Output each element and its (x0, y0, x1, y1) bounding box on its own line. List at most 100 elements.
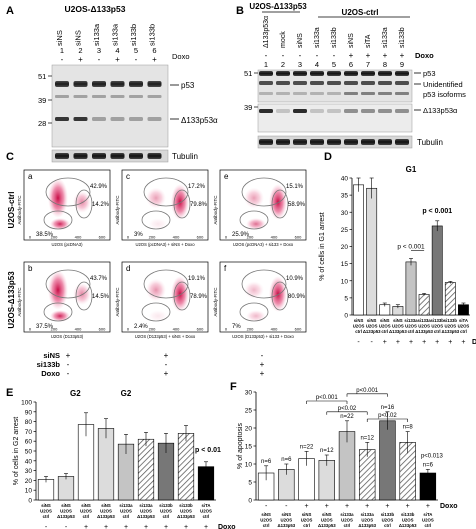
panel-b-lane-label: si133a (382, 27, 389, 48)
flow-plot-frame (121, 261, 209, 333)
panel-a-lane-label: si133a (111, 23, 120, 46)
category-label: si133b (179, 503, 193, 508)
category-label: U2OS (80, 509, 92, 514)
panel-b-doxo-sign: + (366, 51, 371, 60)
category-label: si133a (418, 318, 432, 323)
panel-b-lane-number: 2 (281, 60, 285, 69)
category-label: U2OS (418, 324, 430, 329)
doxo-sign: + (383, 339, 387, 346)
flow-axis-y: Antibody-FITC (17, 287, 22, 317)
category-label: U2OS (444, 324, 456, 329)
panel-b-lane-label: siNS (297, 33, 304, 48)
flow-x-tick: 600 (295, 235, 302, 240)
p-annotation: p<0.02 (338, 406, 357, 412)
panel-b-band-unid-lane (395, 81, 409, 85)
category-label: Δ133p53 (277, 523, 295, 528)
flow-gate-low (43, 302, 73, 322)
panel-b-doxo-sign: - (333, 51, 336, 60)
panel-a-band-d133-lane (55, 117, 69, 121)
category-label: siNS (367, 318, 377, 323)
doxo-sign: + (396, 339, 400, 346)
y-tick-label: 40 (25, 458, 33, 465)
category-label: Δ133p53 (441, 329, 459, 334)
doxo-sign: + (461, 339, 465, 346)
category-label: si133b (444, 318, 458, 323)
panel-b-band-d133-lane (327, 109, 341, 113)
flow-x-tick: 200 (247, 235, 254, 240)
y-tick-label: 10 (245, 462, 253, 469)
panel-b-lane-number: 3 (298, 60, 302, 69)
panel-letter-a: A (6, 5, 14, 17)
flow-axis-y: Antibody-FITC (115, 287, 120, 317)
y-tick-label: 25 (245, 408, 253, 415)
category-label: si133b (159, 503, 173, 508)
bar (405, 261, 417, 316)
panel-b-lane-label: Δ133p53α (263, 16, 270, 48)
category-label: siNS (380, 318, 390, 323)
doxo-sign: - (357, 339, 360, 346)
cond-sign: + (260, 369, 265, 378)
panel-a-tubulin-band (55, 153, 69, 159)
y-tick-label: 20 (245, 426, 253, 433)
bar (177, 433, 195, 501)
panel-b-band-iso-lane (276, 92, 290, 95)
flow-gate-g2 (271, 189, 289, 219)
panel-a-doxo-row: - + - + - + (61, 55, 158, 64)
panel-a-doxo-sign: - (61, 55, 64, 64)
flow-gate-high (241, 177, 287, 207)
y-tick-label: 90 (25, 409, 33, 416)
flow-pct-g2: 80.9% (288, 294, 306, 300)
panel-a-lane-label: siNS (55, 30, 64, 46)
flow-x-tick: 0 (127, 327, 130, 332)
panel-a-lane-label: si133b (148, 24, 157, 46)
category-label: U2OS (382, 518, 394, 523)
category-label: si133b (401, 512, 415, 517)
bar (197, 466, 215, 501)
category-label: ctrl (460, 329, 467, 334)
panel-b-doxo-sign: + (400, 51, 405, 60)
category-label: Δ133p53 (97, 514, 115, 519)
panel-a-doxo-sign: + (115, 55, 120, 64)
panel-b-band-d133-lane (378, 109, 392, 113)
p-annotation: p<0.001 (356, 388, 379, 394)
flow-cluster-low (246, 310, 266, 322)
y-tick-label: 50 (25, 449, 33, 456)
panel-b-band-unid-lane (327, 81, 341, 85)
category-label: U2OS (361, 518, 373, 523)
panel-b-band-d133-lane (276, 109, 290, 113)
y-tick-label: 10 (25, 488, 33, 495)
panel-c-row-label-ctrl: U2OS-ctrl (7, 192, 16, 229)
flow-plot-a: a 42.9% 14.2% 38.5% U2OS (pcDNA3) Antibody-FI… (17, 169, 111, 247)
flow-pct-g2: 58.9% (288, 202, 306, 208)
flow-plot-caption: U2OS (pcDNA3) + si133 + Doxo (233, 242, 294, 247)
category-label: si133b (431, 318, 445, 323)
flow-x-tick: 600 (197, 327, 204, 332)
panel-b-header-right: U2OS-ctrl (342, 8, 379, 17)
flow-x-tick: 400 (75, 327, 82, 332)
flow-x-tick: 0 (225, 235, 228, 240)
panel-a-mw-markers: 51 39 28 (38, 72, 52, 128)
doxo-axis-label: Doxo (218, 524, 236, 529)
panel-b-doxo-sign: - (265, 51, 268, 60)
flow-x-tick: 200 (247, 327, 254, 332)
flow-plot-frame (121, 169, 209, 241)
y-tick-label: 15 (341, 261, 349, 268)
flow-x-tick: 0 (29, 235, 32, 240)
cond-sign: + (260, 360, 265, 369)
bar (97, 428, 115, 501)
flow-x-tick: 0 (225, 327, 228, 332)
panel-a-lane-number: 4 (115, 46, 119, 55)
flow-gate-low (239, 210, 269, 230)
panel-a-band-p53-lane (147, 81, 162, 87)
panel-a-band-p53: p53 (181, 81, 195, 90)
flow-plot-letter: c (126, 172, 130, 181)
chart-title: G2 (121, 389, 132, 398)
category-label: Δ133p53 (358, 523, 376, 528)
flow-axis-y: Antibody-FITC (213, 287, 218, 317)
flow-pct-high: 19.1% (188, 276, 206, 282)
category-label: ctrl (203, 514, 210, 519)
category-label: U2OS (422, 518, 434, 523)
doxo-axis-label: Doxo (440, 503, 458, 510)
panel-b-doxo-row: - - - - - + + + + (265, 51, 405, 60)
flow-gate-high (143, 269, 189, 299)
